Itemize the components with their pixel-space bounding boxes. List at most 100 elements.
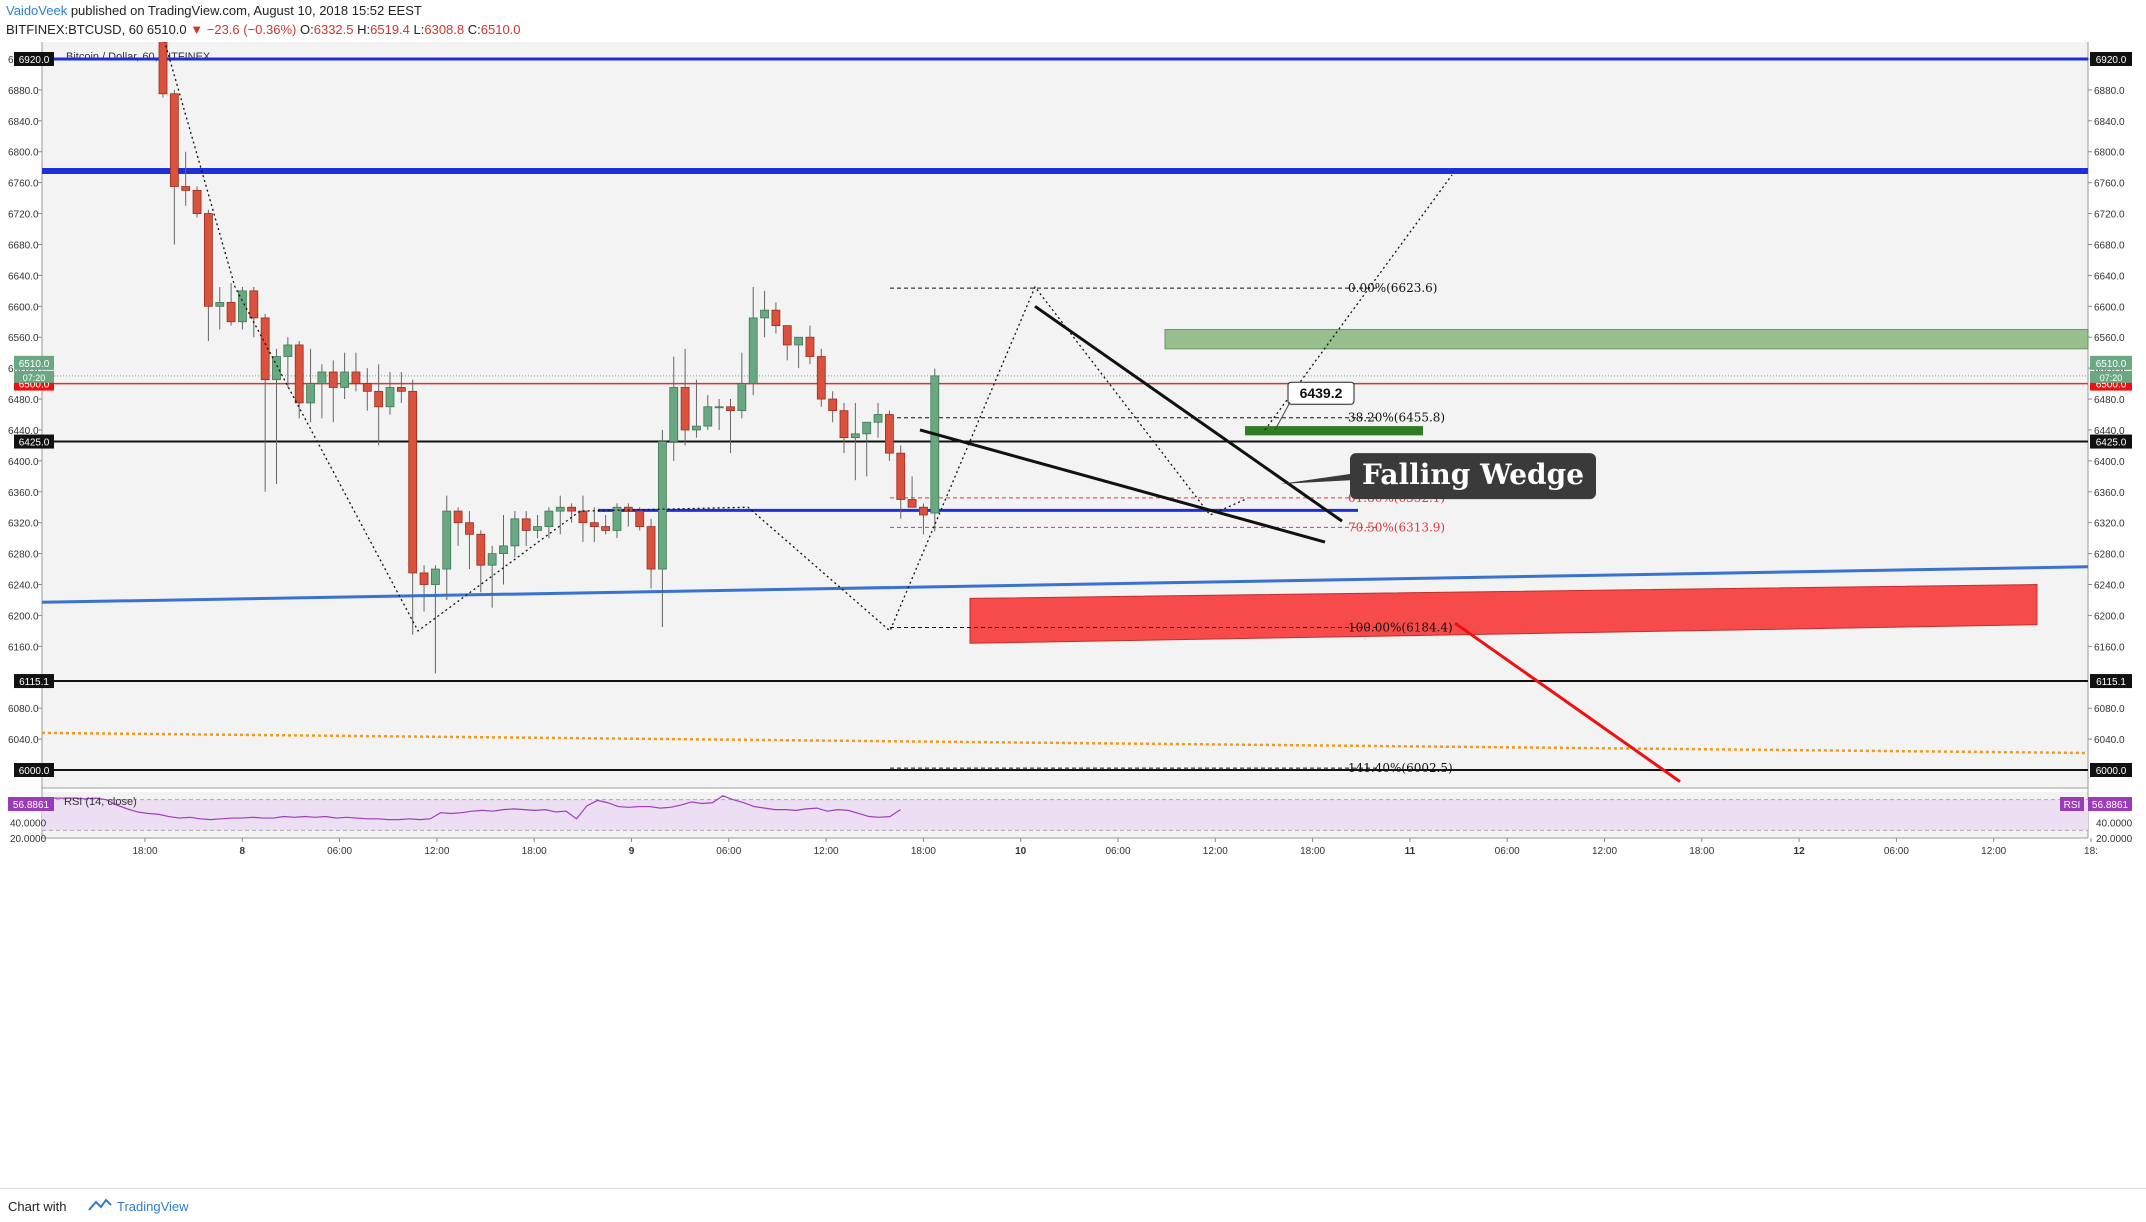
candle-body xyxy=(476,533,486,566)
y-tick-label-left: 6400.0 xyxy=(8,457,39,468)
fib-level-label: 100.00%(6184.4) xyxy=(1348,620,1453,634)
level-label-left: 6500.0 xyxy=(19,380,50,391)
candle-body xyxy=(453,510,463,524)
low-label: L: xyxy=(413,22,425,37)
candle-body xyxy=(703,406,713,427)
rsi-value-badge-right xyxy=(2088,797,2132,811)
author-link[interactable]: VaidoVeek xyxy=(6,3,68,18)
x-tick-label: 06:00 xyxy=(716,846,741,857)
ohlc-line: BITFINEX:BTCUSD, 60 6510.0 ▼ −23.6 (−0.3… xyxy=(6,22,521,37)
rsi-line xyxy=(54,795,901,821)
level-label-right: 6115.1 xyxy=(2096,677,2126,688)
tradingview-logo-icon xyxy=(88,1198,112,1211)
high-label: H: xyxy=(357,22,371,37)
low-value: 6308.8 xyxy=(424,22,465,37)
y-tick-label-left: 6680.0 xyxy=(8,240,39,251)
y-tick-label-right: 6440.0 xyxy=(2094,426,2125,437)
rsi-value-right: 56.8861 xyxy=(2092,800,2129,811)
y-tick-label-right: 6480.0 xyxy=(2094,395,2125,406)
candle-body xyxy=(408,390,418,574)
candle-body xyxy=(181,186,191,191)
price-chart-svg[interactable]: 6080.0 6080.0 6040.0 6040.0 6160.0 6160.0 6200… xyxy=(0,35,2146,1186)
candle-body xyxy=(169,93,179,187)
candle-body xyxy=(328,371,338,388)
x-tick-label: 12 xyxy=(1794,846,1806,857)
candle-body xyxy=(260,317,270,381)
candle-body xyxy=(635,510,645,527)
level-badge-right xyxy=(2090,674,2132,689)
y-tick-label-left: 6240.0 xyxy=(8,581,39,592)
y-tick-label-left: 6280.0 xyxy=(8,550,39,561)
pattern-label-box xyxy=(1350,453,1596,500)
y-tick-label-left: 6320.0 xyxy=(8,519,39,530)
chart-area[interactable]: 6080.0 6080.0 6040.0 6040.0 6160.0 6160.0 6200… xyxy=(0,35,2146,1186)
y-tick-label-right: 6400.0 xyxy=(2094,457,2125,468)
candle-body xyxy=(487,553,497,566)
y-tick-label-left: 6440.0 xyxy=(8,426,39,437)
level-label-right: 6000.0 xyxy=(2096,766,2127,777)
candle-body xyxy=(692,425,701,431)
candle-body xyxy=(919,506,928,516)
level-label-right: 6500.0 xyxy=(2096,380,2127,391)
y-tick-label-right: 6040.0 xyxy=(2094,735,2125,746)
candle-body xyxy=(839,410,849,439)
fib-level-label: 38.20%(6455.8) xyxy=(1348,411,1445,425)
level-badge-right xyxy=(2090,434,2132,449)
candle-body xyxy=(714,406,724,409)
candle-body xyxy=(499,545,508,555)
y-tick-label-right: 6080.0 xyxy=(2094,704,2125,715)
level-label-left: 6000.0 xyxy=(19,766,50,777)
countdown-label-left: 07:20 xyxy=(23,373,46,383)
x-tick-label: 18:00 xyxy=(1300,846,1325,857)
candle-body xyxy=(272,356,281,381)
candle-body xyxy=(669,387,679,442)
candle-body xyxy=(317,371,327,384)
countdown-badge-right xyxy=(2090,370,2132,383)
x-tick-label: 11 xyxy=(1405,846,1416,857)
x-tick-label: 8 xyxy=(240,846,246,857)
y-tick-label-left: 6880.0 xyxy=(8,86,39,97)
candle-body xyxy=(862,421,872,435)
supply-zone xyxy=(1164,328,2089,350)
chart-header: VaidoVeek published on TradingView.com, … xyxy=(0,0,2146,42)
candle-body xyxy=(283,344,293,357)
rsi-badge xyxy=(2060,797,2084,811)
y-tick-label-right: 6160.0 xyxy=(2094,642,2125,653)
pattern-label-text: Falling Wedge xyxy=(1362,458,1584,491)
demand-zone xyxy=(969,584,2038,644)
candle-body xyxy=(340,371,350,388)
last-price-badge-right xyxy=(2090,355,2132,370)
candle-body xyxy=(544,510,554,527)
y-tick-label-right: 6320.0 xyxy=(2094,519,2125,530)
x-tick-label: 18:00 xyxy=(132,846,157,857)
zigzag-dotted-line xyxy=(162,35,1246,632)
candle-body xyxy=(748,317,758,384)
y-tick-label-left: 6800.0 xyxy=(8,148,39,159)
candle-body xyxy=(510,518,520,547)
level-label-left: 6115.1 xyxy=(19,677,49,688)
level-label-left: 6425.0 xyxy=(19,438,50,449)
price-change: ▼ −23.6 (−0.36%) xyxy=(190,22,297,37)
symbol-line: BITFINEX:BTCUSD, 60 xyxy=(6,22,144,37)
close-label: C: xyxy=(467,22,481,37)
rsi-tick-label-right: 40.0000 xyxy=(2096,819,2133,830)
high-value: 6519.4 xyxy=(370,22,410,37)
y-tick-label-right: 6200.0 xyxy=(2094,611,2125,622)
level-badge-right xyxy=(2090,763,2132,777)
y-tick-label-left: 6560.0 xyxy=(8,333,39,344)
candle-body xyxy=(680,387,690,431)
last-price-label-left: 6510.0 xyxy=(19,359,50,370)
candle-body xyxy=(158,35,168,95)
y-tick-label-left: 6200.0 xyxy=(8,611,39,622)
open-label: O: xyxy=(300,22,314,37)
x-tick-label: 18: xyxy=(2084,846,2098,857)
y-tick-label-left: 6040.0 xyxy=(8,735,39,746)
candle-body xyxy=(555,506,565,512)
candle-body xyxy=(215,302,225,307)
candle-body xyxy=(726,406,735,412)
y-tick-label-left: 6640.0 xyxy=(8,271,39,282)
candle-body xyxy=(238,290,247,323)
candle-body xyxy=(850,433,860,439)
candle-body xyxy=(419,572,429,585)
tradingview-brand-link[interactable]: TradingView xyxy=(117,1199,189,1214)
